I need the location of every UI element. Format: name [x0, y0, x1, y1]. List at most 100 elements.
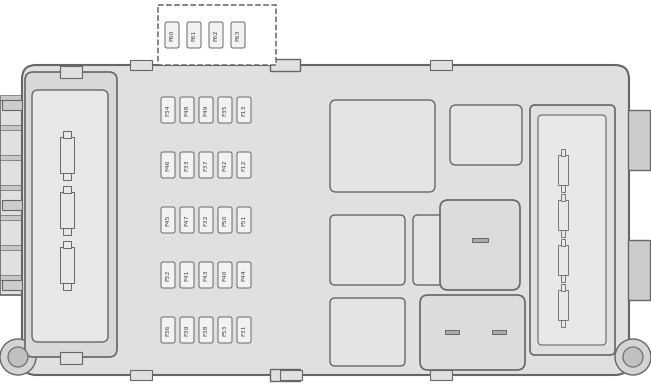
Text: F35: F35: [223, 104, 227, 116]
FancyBboxPatch shape: [450, 105, 522, 165]
Bar: [561, 194, 565, 201]
Bar: [0, 245, 22, 250]
FancyBboxPatch shape: [440, 200, 520, 290]
Bar: [0, 100, 22, 295]
Bar: [561, 239, 565, 246]
Bar: [158, 5, 276, 65]
FancyBboxPatch shape: [218, 317, 232, 343]
Text: F44: F44: [242, 269, 247, 281]
FancyBboxPatch shape: [209, 22, 223, 48]
Bar: [270, 369, 300, 381]
Text: F39: F39: [184, 324, 189, 336]
Text: F32: F32: [204, 214, 208, 226]
Bar: [558, 290, 568, 320]
Bar: [63, 283, 71, 290]
Bar: [60, 137, 74, 173]
Text: F45: F45: [165, 214, 171, 226]
Bar: [558, 245, 568, 275]
Bar: [558, 200, 568, 230]
FancyBboxPatch shape: [161, 262, 175, 288]
FancyBboxPatch shape: [538, 115, 606, 345]
Bar: [270, 59, 300, 71]
Bar: [445, 330, 459, 334]
Bar: [0, 95, 22, 100]
FancyBboxPatch shape: [32, 90, 108, 342]
Text: F63: F63: [236, 29, 240, 41]
Bar: [60, 352, 82, 364]
FancyBboxPatch shape: [161, 97, 175, 123]
FancyBboxPatch shape: [330, 100, 435, 192]
FancyBboxPatch shape: [187, 22, 201, 48]
FancyBboxPatch shape: [237, 262, 251, 288]
Bar: [561, 284, 565, 291]
Bar: [0, 215, 22, 220]
Bar: [2, 200, 22, 210]
Bar: [561, 275, 565, 282]
Text: F49: F49: [204, 104, 208, 116]
FancyBboxPatch shape: [218, 97, 232, 123]
FancyBboxPatch shape: [199, 207, 213, 233]
FancyBboxPatch shape: [25, 72, 117, 357]
FancyBboxPatch shape: [199, 317, 213, 343]
FancyBboxPatch shape: [161, 152, 175, 178]
FancyBboxPatch shape: [180, 152, 194, 178]
FancyBboxPatch shape: [199, 262, 213, 288]
Text: F43: F43: [204, 269, 208, 281]
FancyBboxPatch shape: [199, 152, 213, 178]
FancyBboxPatch shape: [237, 317, 251, 343]
Bar: [280, 370, 302, 380]
Bar: [60, 192, 74, 228]
Text: F36: F36: [165, 324, 171, 336]
Text: F48: F48: [184, 104, 189, 116]
Text: F46: F46: [165, 159, 171, 171]
Circle shape: [0, 339, 36, 375]
Text: F13: F13: [242, 104, 247, 116]
Bar: [130, 370, 152, 380]
Text: F50: F50: [223, 214, 227, 226]
Circle shape: [623, 347, 643, 367]
Bar: [561, 320, 565, 327]
Bar: [0, 125, 22, 130]
Bar: [2, 280, 22, 290]
Bar: [63, 228, 71, 235]
FancyBboxPatch shape: [237, 152, 251, 178]
Text: F53: F53: [223, 324, 227, 336]
Text: F61: F61: [191, 29, 197, 41]
FancyBboxPatch shape: [330, 298, 405, 366]
FancyBboxPatch shape: [180, 207, 194, 233]
FancyBboxPatch shape: [161, 207, 175, 233]
Bar: [492, 330, 506, 334]
FancyBboxPatch shape: [237, 97, 251, 123]
Bar: [60, 66, 82, 78]
Bar: [0, 185, 22, 190]
FancyBboxPatch shape: [231, 22, 245, 48]
FancyBboxPatch shape: [180, 97, 194, 123]
FancyBboxPatch shape: [330, 215, 405, 285]
Bar: [60, 247, 74, 283]
Bar: [558, 155, 568, 185]
FancyBboxPatch shape: [180, 262, 194, 288]
Bar: [472, 238, 488, 242]
Text: F31: F31: [242, 324, 247, 336]
Text: F33: F33: [184, 159, 189, 171]
Text: F60: F60: [169, 29, 174, 41]
Text: F37: F37: [204, 159, 208, 171]
FancyBboxPatch shape: [22, 65, 629, 375]
Bar: [561, 185, 565, 192]
Bar: [430, 370, 452, 380]
Text: F51: F51: [242, 214, 247, 226]
FancyBboxPatch shape: [180, 317, 194, 343]
FancyBboxPatch shape: [199, 97, 213, 123]
Bar: [0, 155, 22, 160]
Bar: [63, 186, 71, 193]
Bar: [430, 60, 452, 70]
Circle shape: [615, 339, 651, 375]
Text: F42: F42: [223, 159, 227, 171]
Bar: [130, 60, 152, 70]
Bar: [0, 275, 22, 280]
Bar: [63, 173, 71, 180]
Text: F52: F52: [165, 269, 171, 281]
Text: F40: F40: [223, 269, 227, 281]
FancyBboxPatch shape: [237, 207, 251, 233]
Bar: [628, 110, 650, 170]
